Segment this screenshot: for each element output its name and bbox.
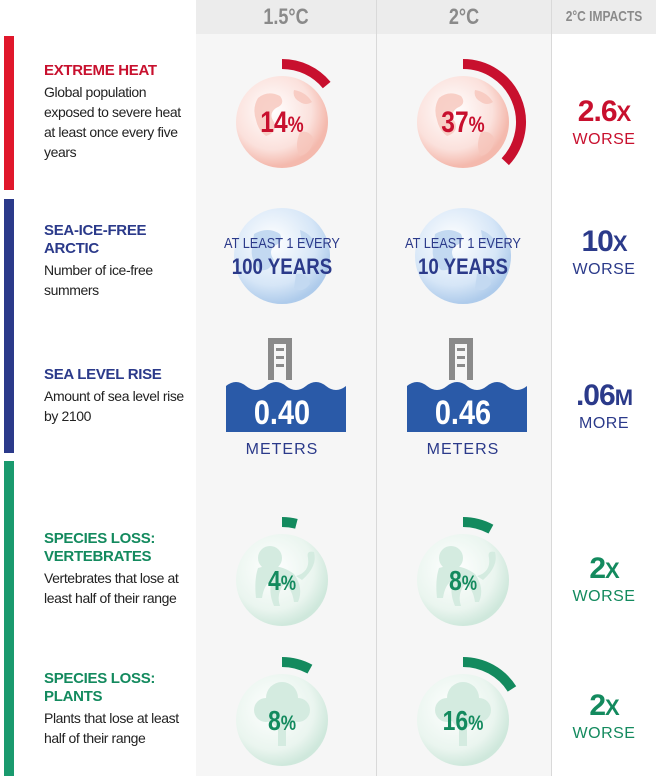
heat-impact-value: 2.6 <box>577 95 618 128</box>
sea-impact-unit: M <box>614 385 633 410</box>
vert-title-line1: SPECIES LOSS: <box>44 530 156 547</box>
ice-impact-label: WORSE <box>572 261 636 278</box>
heat-2c-value: 37% <box>441 105 485 139</box>
ice-impact: 10X WORSE <box>552 226 656 280</box>
plants-description: Plants that lose at least half of their … <box>44 710 179 746</box>
plants-impact-unit: X <box>605 695 620 720</box>
water-wave-icon <box>226 382 346 432</box>
ice-title: SEA-ICE-FREE ARCTIC <box>44 222 147 257</box>
vert-row-label: SPECIES LOSS: VERTEBRATES Vertebrates th… <box>44 530 194 608</box>
header-strip <box>552 0 656 34</box>
percentage-arc <box>281 517 298 529</box>
header-strip <box>196 0 376 34</box>
heat-title: EXTREME HEAT <box>44 62 157 79</box>
sea-impact-label: MORE <box>579 415 629 432</box>
sea-2c-value: 0.46 <box>435 393 491 432</box>
heat-category-bar <box>4 36 14 190</box>
header-2c: 2°C <box>448 4 480 29</box>
species-category-bar <box>4 461 14 776</box>
globe-icon <box>417 76 509 168</box>
globe-icon <box>236 76 328 168</box>
sea-1-5c-value: 0.40 <box>254 393 310 432</box>
percentage-arc <box>462 657 517 692</box>
tree-icon <box>435 682 491 746</box>
ice-impact-unit: X <box>612 231 628 256</box>
ice-sea-category-bar <box>4 199 14 453</box>
ice-1-5c-line1: AT LEAST 1 EVERY <box>224 234 340 251</box>
sea-impact-value: .06 <box>575 379 616 412</box>
globe-icon <box>415 208 511 304</box>
plants-impact-value: 2 <box>589 689 606 722</box>
plants-2c-value: 16% <box>443 706 484 737</box>
ice-description: Number of ice-free summers <box>44 262 153 298</box>
vert-2c-cell: 8% <box>417 517 509 626</box>
header-1-5c: 1.5°C <box>263 4 309 29</box>
percentage-arc <box>462 517 494 534</box>
heat-2c-cell: 37% <box>417 59 526 168</box>
heat-row-label: EXTREME HEAT Global population exposed t… <box>44 62 194 162</box>
heat-1-5c-value: 14% <box>260 105 304 139</box>
heat-impact-unit: X <box>616 101 632 126</box>
sea-row-label: SEA LEVEL RISE Amount of sea level rise … <box>44 366 194 426</box>
percentage-arc <box>462 59 526 166</box>
monkey-icon <box>436 546 496 606</box>
vert-impact-label: WORSE <box>572 588 636 605</box>
vert-1-5c-value: 4% <box>268 566 296 597</box>
heat-description: Global population exposed to severe heat… <box>44 84 181 160</box>
heat-impact-label: WORSE <box>572 131 636 148</box>
tide-gauge-icon <box>449 338 473 380</box>
sea-2c-unit: METERS <box>427 441 500 458</box>
ice-2c-line1: AT LEAST 1 EVERY <box>405 234 521 251</box>
vert-title-line2: VERTEBRATES <box>44 548 152 565</box>
plants-2c-cell: 16% <box>417 657 517 766</box>
plants-title-line2: PLANTS <box>44 688 103 705</box>
column-divider <box>551 0 552 776</box>
ice-1-5c-line2: 100 YEARS <box>232 256 332 280</box>
header-2c-impacts: 2°C IMPACTS <box>565 8 643 25</box>
header-strip <box>377 0 551 34</box>
percentage-arc <box>281 59 331 89</box>
vert-impact-unit: X <box>605 558 620 583</box>
sea-2c-cell: 0.46 METERS <box>407 338 527 458</box>
sea-title: SEA LEVEL RISE <box>44 366 162 383</box>
ice-row-label: SEA-ICE-FREE ARCTIC Number of ice-free s… <box>44 222 194 300</box>
sea-description: Amount of sea level rise by 2100 <box>44 388 184 424</box>
vert-1-5c-cell: 4% <box>236 517 328 626</box>
ice-1-5c-cell: AT LEAST 1 EVERY 100 YEARS <box>224 208 340 304</box>
heat-impact: 2.6X WORSE <box>552 96 656 150</box>
percentage-arc <box>281 657 313 674</box>
plants-impact: 2X WORSE <box>552 690 656 744</box>
monkey-icon <box>255 546 315 606</box>
vert-2c-value: 8% <box>449 566 477 597</box>
column-divider <box>376 0 377 776</box>
globe-icon <box>234 208 330 304</box>
sea-1-5c-cell: 0.40 METERS <box>226 338 346 458</box>
vert-impact-value: 2 <box>589 552 606 585</box>
sea-1-5c-unit: METERS <box>246 441 319 458</box>
water-wave-icon <box>407 382 527 432</box>
heat-1-5c-cell: 14% <box>236 59 331 168</box>
ice-2c-cell: AT LEAST 1 EVERY 10 YEARS <box>405 208 521 304</box>
plants-1-5c-cell: 8% <box>236 657 328 766</box>
tide-gauge-icon <box>268 338 292 380</box>
ice-impact-value: 10 <box>581 225 613 258</box>
plants-row-label: SPECIES LOSS: PLANTS Plants that lose at… <box>44 670 194 748</box>
sea-impact: .06M MORE <box>552 380 656 434</box>
vert-description: Vertebrates that lose at least half of t… <box>44 570 179 606</box>
ice-2c-line2: 10 YEARS <box>418 256 508 280</box>
vert-impact: 2X WORSE <box>552 553 656 607</box>
plants-1-5c-value: 8% <box>268 706 296 737</box>
plants-impact-label: WORSE <box>572 725 636 742</box>
tree-icon <box>254 682 310 746</box>
plants-title-line1: SPECIES LOSS: <box>44 670 156 687</box>
